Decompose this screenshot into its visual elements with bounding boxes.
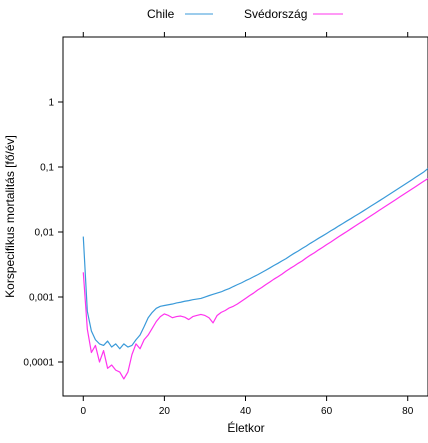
x-tick-label: 0 (80, 406, 86, 417)
y-tick-label: 0,0001 (23, 358, 54, 369)
series-line-svedorszag (82, 177, 428, 380)
legend-label-chile: Chile (147, 7, 175, 21)
x-tick-label: 40 (240, 406, 252, 417)
y-tick-label: 1 (48, 98, 54, 109)
x-axis-label: Életkor (227, 420, 264, 435)
y-axis-label: Korspecifikus mortalitás [fő/év] (3, 135, 17, 298)
x-tick-label: 20 (159, 406, 171, 417)
legend: Chile Svédország (147, 7, 343, 21)
legend-label-svedorszag: Svédország (244, 7, 307, 21)
y-tick-label: 0,001 (29, 293, 54, 304)
x-tick-label: 60 (321, 406, 333, 417)
x-tick-label: 80 (402, 406, 414, 417)
series-layer (82, 167, 428, 380)
x-axis-ticks: 0 20 40 60 80 (80, 32, 414, 417)
y-axis-ticks: 0,0001 0,001 0,01 0,1 1 (23, 98, 63, 369)
series-line-chile (82, 167, 428, 350)
y-tick-label: 0,01 (35, 228, 55, 239)
y-tick-label: 0,1 (40, 163, 54, 174)
